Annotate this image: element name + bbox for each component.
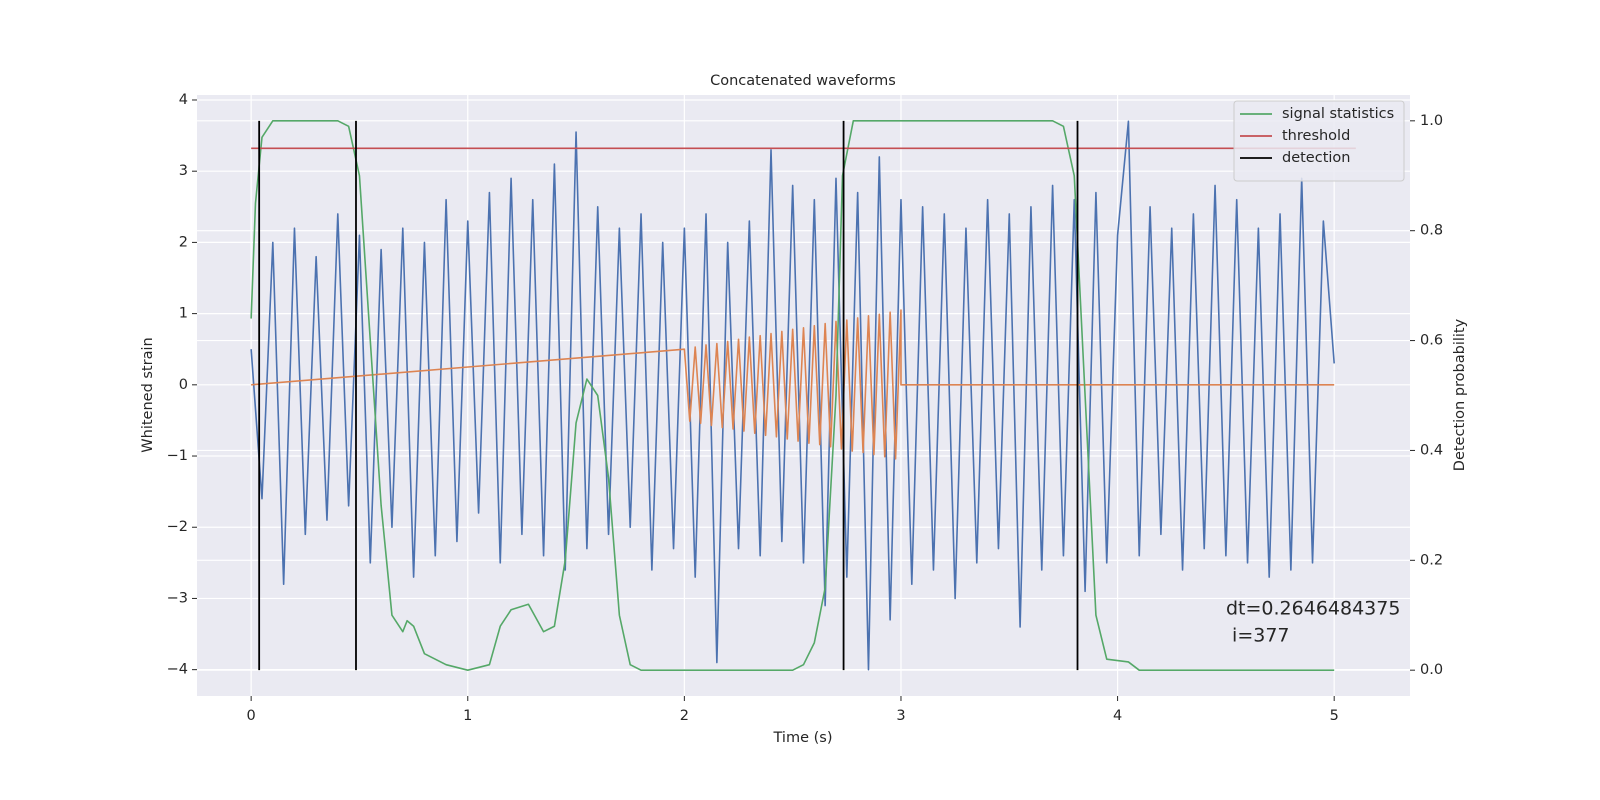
y-tick-label: 0 (179, 377, 188, 393)
y2-tick-label: 1.0 (1420, 113, 1443, 129)
y-tick-label: 1 (179, 306, 188, 322)
legend-label: detection (1282, 150, 1350, 166)
annotation: i=377 (1226, 625, 1290, 647)
y-tick-label: −3 (167, 590, 188, 606)
x-tick-label: 0 (247, 708, 256, 724)
y-tick-label: −2 (167, 519, 188, 535)
x-tick-label: 3 (896, 708, 905, 724)
plot-layer (250, 120, 1356, 671)
series-line (250, 120, 1335, 671)
y2-tick-label: 0.4 (1420, 442, 1443, 458)
y2-tick-label: 0.0 (1420, 662, 1443, 678)
x-tick-label: 5 (1330, 708, 1339, 724)
axes: 0 1 2 3 4 5 −4 −3 −2 −1 0 1 2 3 4 0.0 0.2 0.4 0.6 0.8 1.0 dt=… (167, 92, 1443, 724)
y2-tick-label: 0.8 (1420, 223, 1443, 239)
plot-area (197, 95, 1410, 696)
y-tick-label: 2 (179, 234, 188, 250)
legend-label: signal statistics (1282, 106, 1394, 122)
y-tick-label: 4 (179, 92, 188, 108)
y-tick-label: 3 (179, 163, 188, 179)
x-tick-label: 4 (1113, 708, 1122, 724)
annotation: dt=0.2646484375 (1226, 598, 1400, 620)
y2-tick-label: 0.6 (1420, 333, 1443, 349)
y-axis-label: Whitened strain (140, 337, 156, 452)
y-tick-label: −4 (167, 662, 188, 678)
series-line (250, 120, 1335, 671)
chart-title: Concatenated waveforms (710, 73, 896, 89)
series-line (251, 309, 1335, 460)
legend-label: threshold (1282, 128, 1350, 144)
x-axis-label: Time (s) (773, 730, 833, 746)
y2-tick-label: 0.2 (1420, 552, 1443, 568)
x-tick-label: 2 (680, 708, 689, 724)
x-tick-label: 1 (463, 708, 472, 724)
y2-axis-label: Detection probability (1452, 318, 1468, 471)
y-tick-label: −1 (167, 448, 188, 464)
legend-box (1233, 100, 1405, 182)
